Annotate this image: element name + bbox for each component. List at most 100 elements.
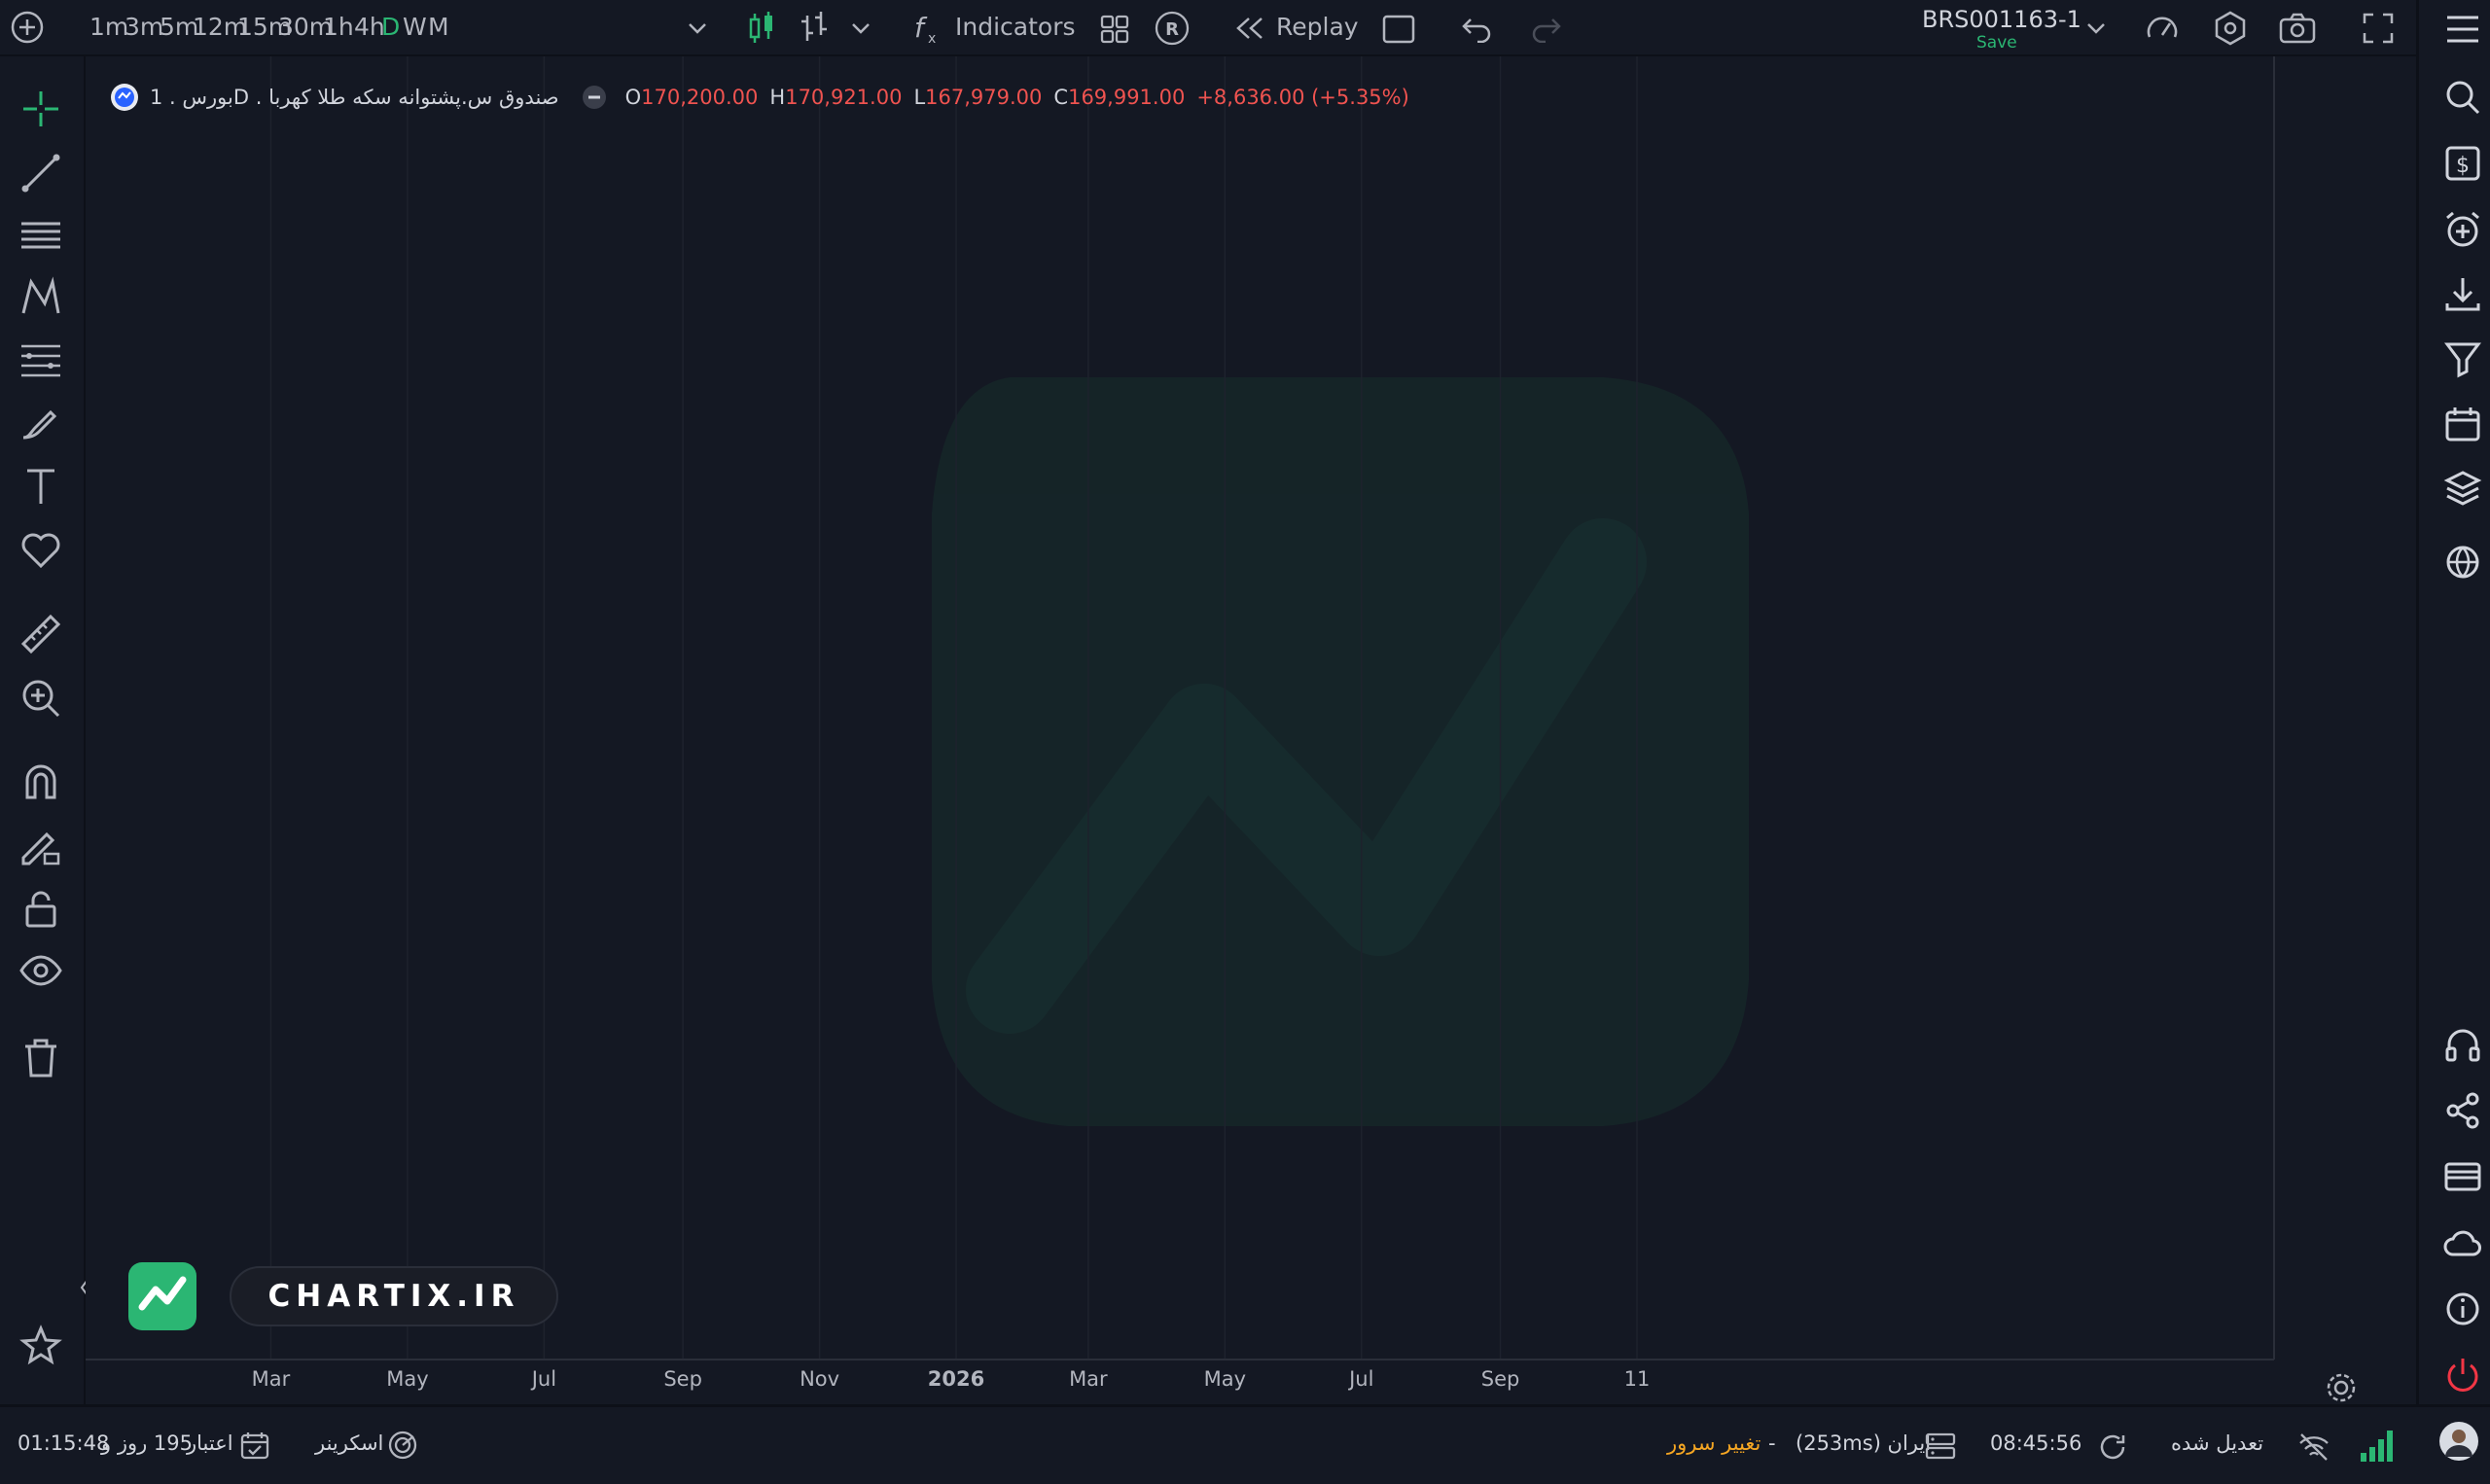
time-tick-label: 11 bbox=[1624, 1367, 1651, 1391]
interval-w[interactable]: W bbox=[403, 13, 427, 41]
svg-text:$: $ bbox=[2456, 154, 2470, 178]
maximize-icon[interactable] bbox=[2362, 12, 2395, 45]
svg-text:f: f bbox=[914, 12, 928, 44]
fullscreen-square-icon[interactable] bbox=[1381, 14, 1416, 45]
time-tick-label: Jul bbox=[530, 1367, 556, 1391]
save-status[interactable]: Save bbox=[1976, 33, 2017, 53]
chart-type-chevron-icon[interactable] bbox=[850, 21, 872, 35]
text-icon[interactable] bbox=[18, 463, 64, 510]
interval-4h[interactable]: 4h bbox=[354, 13, 385, 41]
price-chart[interactable]: 270,000.00250,000.00190,000.00150,000.00… bbox=[86, 56, 2416, 1404]
interval-m[interactable]: M bbox=[428, 13, 449, 41]
chart-pane[interactable]: 270,000.00250,000.00190,000.00150,000.00… bbox=[86, 56, 2416, 1404]
replay-button[interactable]: Replay bbox=[1276, 13, 1359, 41]
r-badge-icon[interactable]: R bbox=[1154, 10, 1191, 47]
bar-style-icon[interactable] bbox=[798, 10, 831, 45]
time-tick-label: May bbox=[1204, 1367, 1246, 1391]
legend-open-value: 170,200.00 bbox=[641, 86, 759, 109]
candle-style-icon[interactable] bbox=[745, 10, 778, 45]
interval-d[interactable]: D bbox=[381, 13, 401, 41]
interval-1m[interactable]: 1m bbox=[89, 13, 129, 41]
svg-text:R: R bbox=[1165, 19, 1179, 40]
change-server-link[interactable]: تغییر سرور bbox=[1667, 1431, 1761, 1455]
credit-days: 195 روز و bbox=[101, 1431, 194, 1455]
time-tick-label: Jul bbox=[1347, 1367, 1373, 1391]
calendar-check-icon[interactable] bbox=[239, 1430, 270, 1461]
share-icon[interactable] bbox=[2441, 1089, 2484, 1132]
menu-hamburger-icon[interactable] bbox=[2441, 8, 2484, 51]
chart-legend: بورس . 1D . صندوق س.پشتوانه سکه طلا کهرب… bbox=[109, 78, 1409, 117]
search-icon[interactable] bbox=[2441, 76, 2484, 119]
layout-grid-icon[interactable] bbox=[1099, 14, 1130, 45]
eye-icon[interactable] bbox=[18, 947, 64, 994]
pattern-xabcd-icon[interactable] bbox=[18, 274, 64, 321]
refresh-icon[interactable] bbox=[2097, 1431, 2128, 1463]
globe-icon[interactable] bbox=[2441, 541, 2484, 583]
interval-3m[interactable]: 3m bbox=[124, 13, 164, 41]
undo-icon[interactable] bbox=[1461, 14, 1494, 43]
legend-change-value: +8,636.00 (+5.35%) bbox=[1196, 86, 1409, 109]
zoom-in-icon[interactable] bbox=[18, 675, 64, 722]
time-tick-label: Nov bbox=[800, 1367, 839, 1391]
headset-icon[interactable] bbox=[2441, 1023, 2484, 1066]
info-icon[interactable] bbox=[2441, 1288, 2484, 1330]
horizontal-lines-icon[interactable] bbox=[18, 212, 64, 259]
ruler-icon[interactable] bbox=[18, 611, 64, 657]
right-toolbar bbox=[2416, 0, 2490, 1404]
svg-text:x: x bbox=[928, 31, 936, 45]
indicators-button[interactable]: Indicators bbox=[955, 13, 1076, 41]
power-icon[interactable] bbox=[2441, 1354, 2484, 1396]
server-icon[interactable] bbox=[1924, 1431, 1957, 1461]
wifi-off-icon[interactable] bbox=[2297, 1431, 2330, 1463]
symbol-id[interactable]: BRS001163-1 bbox=[1922, 6, 2081, 33]
symbol-chevron-icon[interactable] bbox=[2085, 21, 2107, 35]
calendar-icon[interactable] bbox=[2441, 403, 2484, 445]
card-icon[interactable] bbox=[2441, 1155, 2484, 1198]
legend-symbol-line[interactable]: بورس . 1D . صندوق س.پشتوانه سکه طلا کهرب… bbox=[150, 86, 559, 109]
axis-settings-gear-icon[interactable] bbox=[2327, 1373, 2356, 1402]
clock: 08:45:56 bbox=[1990, 1431, 2082, 1455]
magnet-icon[interactable] bbox=[18, 759, 64, 805]
interval-5m[interactable]: 5m bbox=[160, 13, 199, 41]
brush-icon[interactable] bbox=[18, 399, 64, 445]
fib-retracement-icon[interactable] bbox=[18, 336, 64, 383]
server-status: ایران (253ms) bbox=[1796, 1431, 1932, 1455]
avatar[interactable] bbox=[2437, 1420, 2480, 1463]
interval-15m[interactable]: 15m bbox=[237, 13, 293, 41]
adjusted-toggle[interactable]: تعدیل شده bbox=[2171, 1431, 2264, 1455]
redo-icon[interactable] bbox=[1529, 14, 1562, 43]
legend-collapse-icon[interactable] bbox=[581, 84, 608, 111]
gauge-icon[interactable] bbox=[2144, 10, 2181, 47]
interval-1h[interactable]: 1h bbox=[323, 13, 354, 41]
legend-o-label: O bbox=[624, 86, 642, 109]
filter-icon[interactable] bbox=[2441, 336, 2484, 379]
lock-drawing-pencil-icon[interactable] bbox=[18, 823, 64, 869]
interval-12m[interactable]: 12m bbox=[193, 13, 248, 41]
alarm-add-icon[interactable] bbox=[2441, 208, 2484, 251]
screener-button[interactable]: اسکرینر bbox=[315, 1431, 384, 1455]
favorites-star-icon[interactable] bbox=[18, 1323, 64, 1369]
weather-icon[interactable] bbox=[2441, 1221, 2484, 1264]
dollar-icon[interactable]: $ bbox=[2441, 142, 2484, 185]
legend-low-value: 167,979.00 bbox=[925, 86, 1043, 109]
trend-line-icon[interactable] bbox=[18, 150, 64, 196]
interval-30m[interactable]: 30m bbox=[278, 13, 334, 41]
time-axis[interactable]: Mar May Jul Sep Nov 2026 Mar May Jul Sep 11 bbox=[252, 1367, 1651, 1391]
time-tick-label: Mar bbox=[252, 1367, 291, 1391]
settings-gear-icon[interactable] bbox=[2212, 10, 2249, 47]
layers-icon[interactable] bbox=[2441, 467, 2484, 510]
crosshair-icon[interactable] bbox=[18, 86, 64, 132]
legend-h-label: H bbox=[769, 86, 786, 109]
add-symbol-icon[interactable] bbox=[10, 10, 45, 45]
download-icon[interactable] bbox=[2441, 272, 2484, 315]
interval-dropdown-chevron-icon[interactable] bbox=[687, 21, 708, 35]
radar-icon[interactable] bbox=[387, 1430, 418, 1461]
credit-time: 01:15:48 bbox=[18, 1431, 110, 1455]
unlock-icon[interactable] bbox=[18, 885, 64, 932]
camera-icon[interactable] bbox=[2278, 12, 2317, 45]
trash-icon[interactable] bbox=[18, 1035, 64, 1081]
heart-icon[interactable] bbox=[18, 525, 64, 572]
replay-rewind-icon[interactable] bbox=[1235, 16, 1264, 41]
